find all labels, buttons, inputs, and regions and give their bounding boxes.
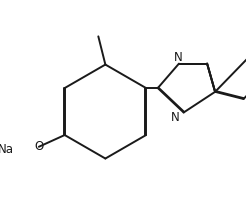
- Text: N: N: [174, 51, 182, 65]
- Text: N: N: [171, 111, 180, 124]
- Text: Na: Na: [0, 143, 14, 156]
- Text: O: O: [34, 140, 43, 153]
